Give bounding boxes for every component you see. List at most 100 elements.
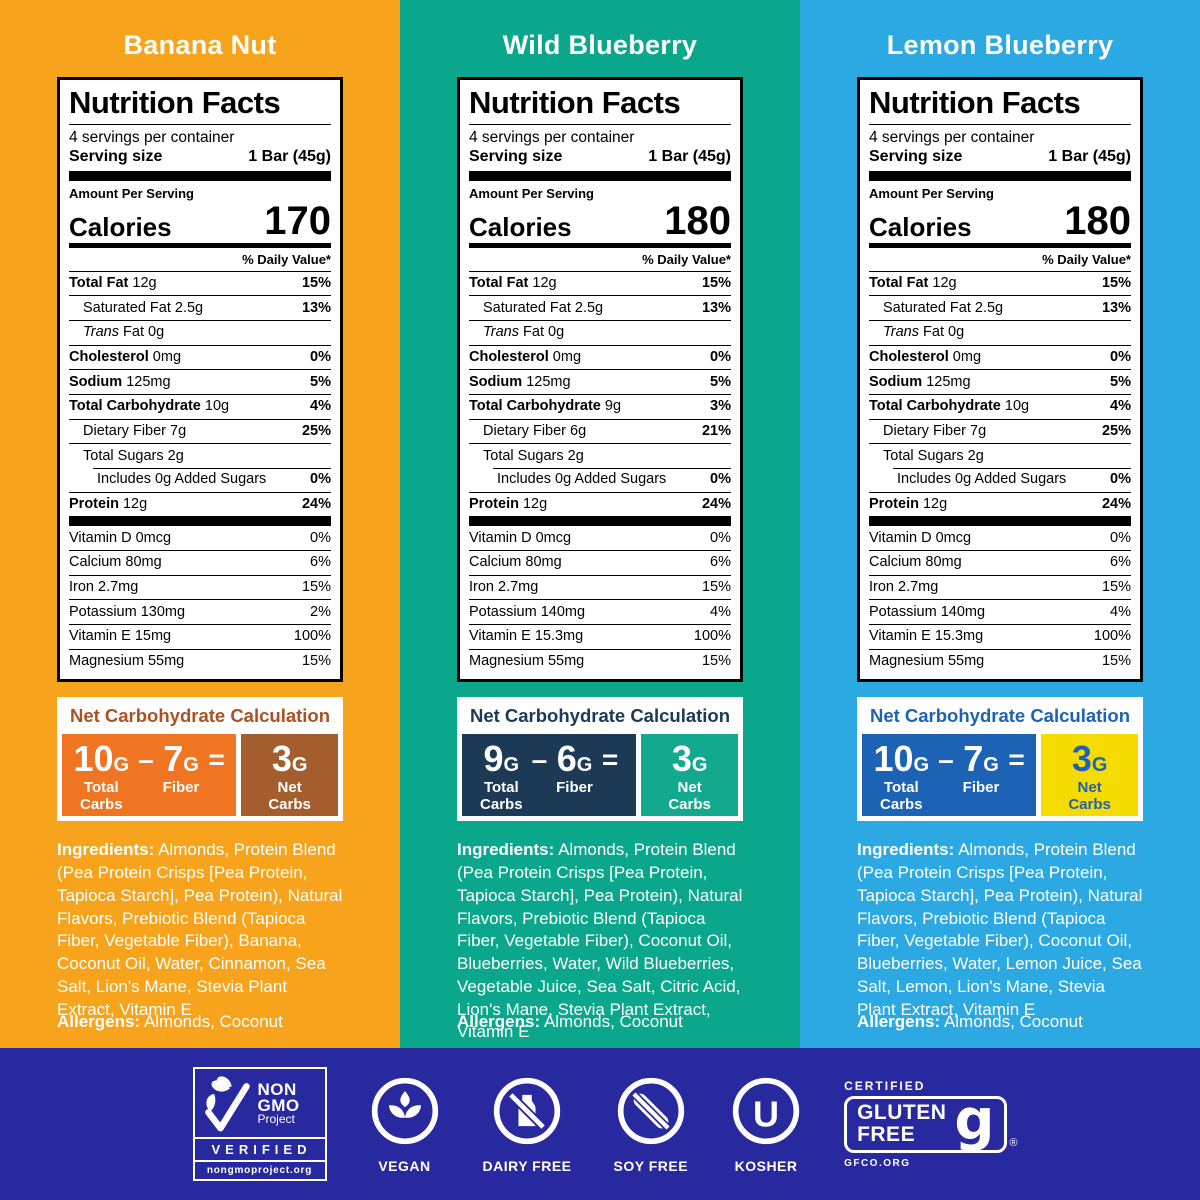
calories-value: 180 — [664, 198, 731, 243]
nutrient-row: Protein 12g 24% — [869, 491, 1131, 517]
vitamin-daily-value: 6% — [710, 554, 731, 571]
vegan-label: VEGAN — [378, 1157, 431, 1174]
nutrient-amount: 0mg — [952, 349, 982, 366]
soy-pod-crossed-icon — [617, 1077, 684, 1144]
net-carbs-unit: G — [291, 754, 308, 777]
nutrient-name: Dietary Fiber 6g — [483, 423, 587, 440]
total-carbs-label-line: Carbs — [480, 796, 523, 814]
nutrient-amount: 9g — [604, 398, 622, 415]
allergens: Allergens: Almonds, Coconut — [57, 1012, 360, 1032]
gf-certified-text: CERTIFIED — [844, 1079, 926, 1094]
vitamin-daily-value: 0% — [710, 529, 731, 546]
total-carbs: 10G Total Carbs — [73, 741, 129, 816]
daily-value-percent: 13% — [701, 299, 731, 316]
fiber-number: 6 — [556, 738, 577, 780]
vitamin-row: Vitamin D 0mcg 0% — [69, 526, 331, 550]
nutrient-name: Includes 0g Added Sugars — [497, 471, 667, 488]
vitamin-row: Calcium 80mg 6% — [869, 549, 1131, 575]
serving-size-row: Serving size 1 Bar (45g) — [69, 147, 331, 171]
vitamin-name: Potassium 140mg — [869, 603, 986, 620]
nutrient-name: Trans Fat 0g — [469, 324, 564, 341]
nutrient-name: Dietary Fiber 7g — [883, 423, 987, 440]
serving-size-label: Serving size — [869, 147, 963, 165]
daily-value-percent: 13% — [1101, 299, 1131, 316]
nutrient-name: Protein 12g — [869, 496, 947, 513]
thick-divider-bar — [469, 516, 731, 527]
non-gmo-top: NON GMO Project — [195, 1069, 325, 1137]
nutrient-amount: 12g — [122, 496, 148, 513]
nutrient-amount: 12g — [132, 275, 157, 292]
fiber-value: 7G — [963, 741, 999, 777]
nutrient-row: Dietary Fiber 6g 21% — [469, 418, 731, 444]
non-gmo-project-verified-badge: NON GMO Project VERIFIED nongmoproject.o… — [192, 1067, 327, 1181]
net-carbs-label-line: Net — [1077, 779, 1102, 797]
calories-label: Calories — [869, 211, 972, 242]
net-carb-title: Net Carbohydrate Calculation — [469, 705, 731, 727]
net-carbs-label: Net Carbs — [1068, 779, 1111, 814]
allergens-label: Allergens: — [57, 1012, 141, 1031]
fiber-number: 7 — [963, 738, 984, 780]
amount-per-serving-label: Amount Per Serving — [69, 185, 194, 201]
nutrient-name-bold: Total Fat — [69, 275, 129, 292]
vitamin-row: Vitamin E 15.3mg 100% — [869, 623, 1131, 649]
nutrient-row: Total Carbohydrate 10g 4% — [869, 393, 1131, 419]
nutrient-row: Saturated Fat 2.5g 13% — [69, 295, 331, 320]
vitamin-daily-value: 0% — [310, 529, 331, 546]
nutrient-name-bold: Total Fat — [469, 275, 529, 292]
ingredients: Ingredients: Almonds, Protein Blend (Pea… — [57, 839, 343, 1021]
vitamin-row: Iron 2.7mg 15% — [469, 574, 731, 600]
daily-value-percent: 5% — [710, 373, 731, 390]
servings-per-container: 4 servings per container — [469, 128, 635, 146]
net-carbs-label-line: Net — [277, 779, 302, 797]
panel-wild-blueberry: Wild Blueberry Nutrition Facts 4 servings … — [400, 0, 800, 1048]
calories-row: Calories 170 — [69, 201, 331, 243]
soy-free-label: SOY FREE — [613, 1157, 689, 1174]
nutrient-amount: 10g — [1004, 398, 1030, 415]
net-carb-title: Net Carbohydrate Calculation — [69, 705, 331, 727]
total-carbs-label-line: Carbs — [880, 796, 923, 814]
vitamin-row: Calcium 80mg 6% — [69, 549, 331, 575]
minus-sign: – — [138, 744, 154, 776]
vitamin-daily-value: 6% — [1110, 554, 1131, 571]
badge-dairy-free: DAIRY FREE — [483, 1075, 572, 1174]
nutrition-facts-label: Nutrition Facts 4 servings per container S… — [457, 77, 743, 683]
daily-value-percent: 15% — [1101, 275, 1131, 292]
total-carbs-value: 10G — [73, 741, 129, 777]
vitamin-name: Vitamin D 0mcg — [869, 529, 972, 546]
minus-sign: – — [938, 744, 954, 776]
nutrient-amount: 10g — [204, 398, 230, 415]
badge-kosher: U KOSHER — [730, 1075, 802, 1174]
gf-org-url: GFCO.ORG — [844, 1157, 911, 1169]
allergens: Allergens: Almonds, Coconut — [457, 1012, 760, 1032]
nutrient-name: Total Fat 12g — [69, 275, 157, 292]
ingredients-text: Almonds, Protein Blend (Pea Protein Cris… — [857, 840, 1143, 1019]
daily-value-percent: 0% — [710, 471, 731, 488]
vitamin-name: Vitamin D 0mcg — [469, 529, 572, 546]
daily-value-note: % Daily Value* — [1042, 251, 1131, 267]
vitamin-name: Iron 2.7mg — [469, 579, 539, 596]
total-carbs-label-line: Carbs — [80, 796, 123, 814]
vitamin-daily-value: 100% — [693, 628, 731, 645]
nutrient-row: Dietary Fiber 7g 25% — [869, 418, 1131, 444]
vitamin-row: Iron 2.7mg 15% — [69, 574, 331, 600]
butterfly-checkmark-icon — [204, 1076, 250, 1132]
nutrient-row: Cholesterol 0mg 0% — [869, 344, 1131, 370]
nutrient-name-bold: Total Carbohydrate — [869, 398, 1001, 415]
fiber: 7G Fiber — [963, 741, 1000, 816]
total-carbs-number: 10 — [873, 738, 914, 780]
serving-size-row: Serving size 1 Bar (45g) — [469, 147, 731, 171]
fiber-label: Fiber — [556, 779, 593, 797]
panel-lemon-blueberry: Lemon Blueberry Nutrition Facts 4 servings… — [800, 0, 1200, 1048]
total-carbs-label-line: Total — [83, 779, 119, 797]
daily-value-percent: 0% — [710, 349, 731, 366]
nutrient-row: Cholesterol 0mg 0% — [469, 344, 731, 370]
daily-value-percent: 4% — [1110, 398, 1131, 415]
daily-value-note: % Daily Value* — [642, 251, 731, 267]
nutrient-row: Protein 12g 24% — [69, 491, 331, 517]
net-carbs-unit: G — [691, 754, 708, 777]
serving-size-value: 1 Bar (45g) — [648, 147, 731, 165]
nutrient-row: Total Sugars 2g — [869, 443, 1131, 468]
vitamin-rows: Vitamin D 0mcg 0% Calcium 80mg 6% Iron 2.7mg… — [69, 526, 331, 673]
nutrient-row: Total Sugars 2g — [469, 443, 731, 468]
